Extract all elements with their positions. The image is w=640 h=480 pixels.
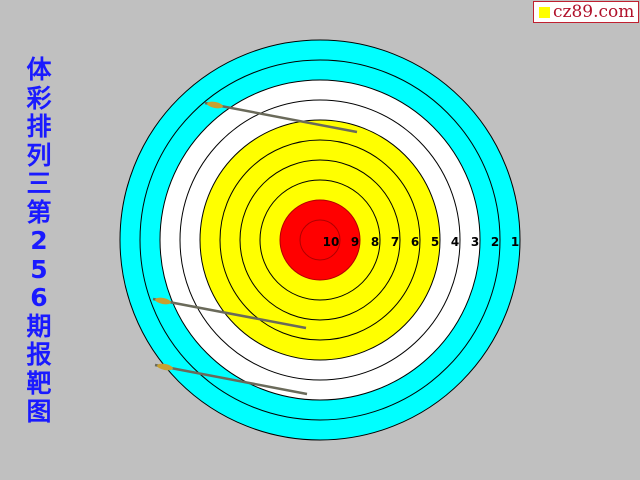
ring-label-8: 8 bbox=[371, 235, 379, 249]
ring-10 bbox=[299, 219, 341, 261]
arrow bbox=[152, 297, 307, 330]
ring-label-3: 3 bbox=[471, 235, 479, 249]
logo-square-icon bbox=[539, 6, 550, 18]
arrow bbox=[154, 363, 308, 396]
arrow-fletching-icon bbox=[207, 101, 223, 109]
arrow bbox=[204, 101, 358, 134]
ring-label-1: 1 bbox=[511, 235, 519, 249]
arrow-fletching-icon bbox=[157, 363, 173, 371]
ring-label-2: 2 bbox=[491, 235, 499, 249]
ring-label-4: 4 bbox=[451, 235, 459, 249]
chart-title: 体彩排列三第256期报靶图 bbox=[26, 55, 52, 426]
ring-label-9: 9 bbox=[351, 235, 359, 249]
logo-text: cz89.com bbox=[553, 2, 635, 22]
site-logo: cz89.com bbox=[533, 1, 639, 23]
ring-label-7: 7 bbox=[391, 235, 399, 249]
ring-label-6: 6 bbox=[411, 235, 419, 249]
arrow-fletching-icon bbox=[155, 297, 171, 305]
ring-label-10: 10 bbox=[323, 235, 340, 249]
ring-label-5: 5 bbox=[431, 235, 439, 249]
